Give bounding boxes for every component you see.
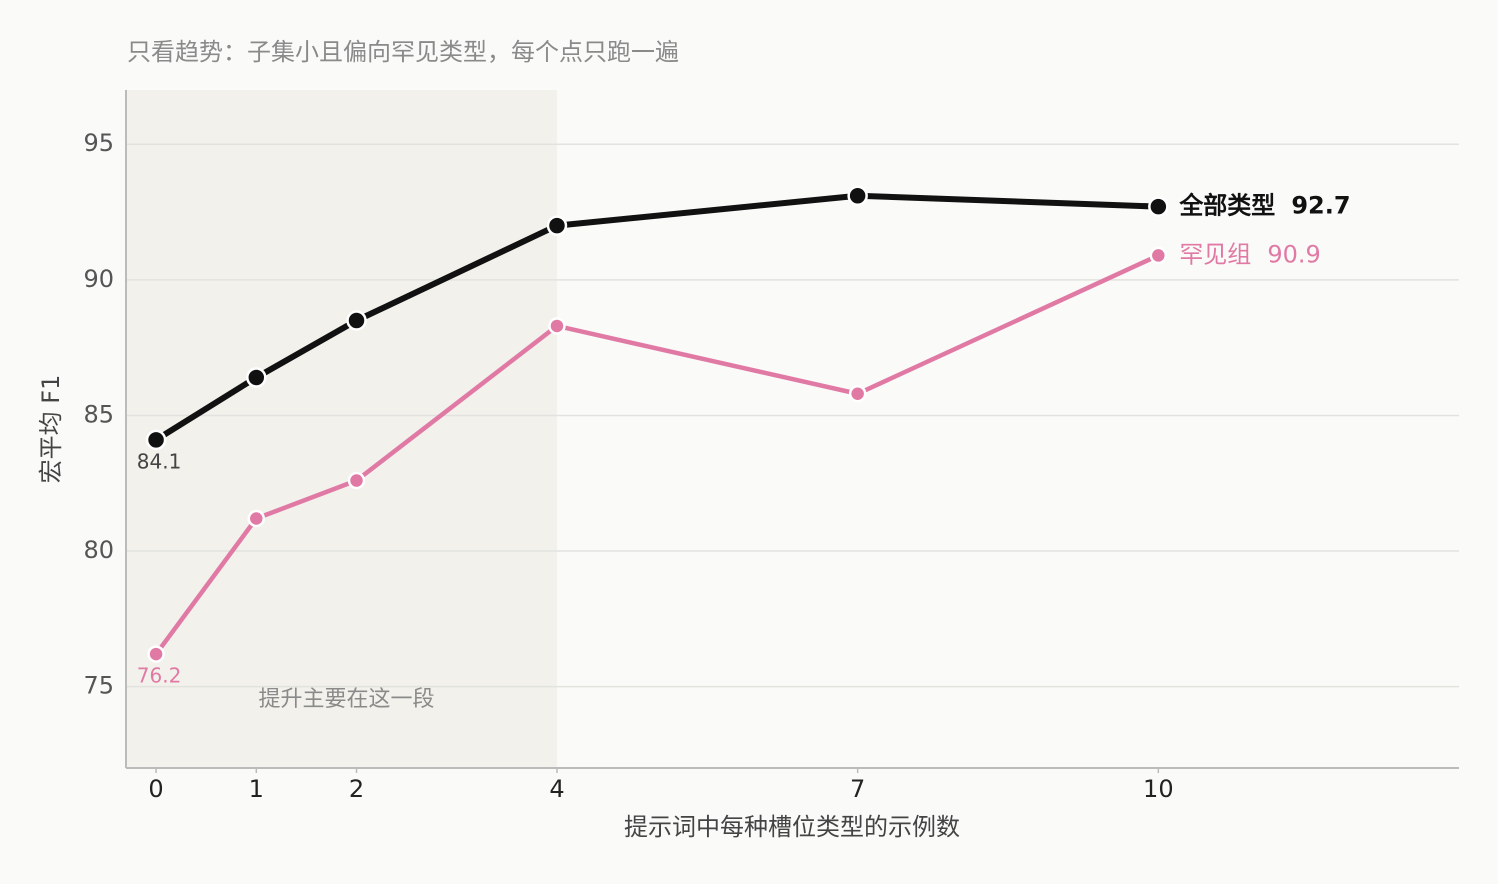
highlight-label: 提升主要在这一段 (258, 687, 434, 712)
point (1149, 246, 1168, 265)
point (147, 645, 165, 663)
point (347, 471, 366, 490)
x-tick-label: 10 (1143, 775, 1174, 803)
end-label: 全部类型 92.7 (1178, 192, 1350, 220)
start-value-label: 76.2 (137, 664, 182, 688)
x-tick-label: 4 (549, 775, 564, 803)
point (346, 310, 367, 331)
end-value-label: 90.9 (1267, 240, 1320, 268)
x-tick-label: 0 (148, 775, 163, 803)
point (1148, 196, 1169, 217)
y-tick-label: 75 (83, 672, 114, 700)
point (246, 367, 267, 388)
y-tick-label: 90 (83, 265, 114, 293)
point (145, 429, 167, 451)
point (546, 215, 568, 236)
y-tick-label: 80 (83, 536, 114, 564)
point (848, 384, 867, 403)
x-tick-label: 7 (850, 775, 865, 803)
start-value-label: 84.1 (137, 449, 182, 473)
x-axis-label: 提示词中每种槽位类型的示例数 (624, 813, 960, 841)
series-line (153, 253, 1161, 657)
end-value-label: 92.7 (1291, 192, 1350, 220)
chart-title: 只看趋势：子集小且偏向罕见类型，每个点只跑一遍 (127, 38, 679, 66)
point (247, 509, 266, 528)
legend-name: 全部类型 (1178, 192, 1275, 220)
highlight-band (126, 90, 557, 768)
series-line (153, 192, 1162, 443)
end-label: 罕见组 90.9 (1179, 240, 1320, 268)
y-axis-label: 宏平均 F1 (37, 375, 65, 484)
legend-name: 罕见组 (1179, 240, 1251, 268)
x-tick-label: 1 (249, 775, 264, 803)
x-tick-label: 2 (349, 775, 364, 803)
y-tick-label: 95 (83, 129, 114, 157)
point (847, 185, 868, 207)
point (548, 317, 566, 335)
y-tick-label: 85 (83, 400, 114, 428)
